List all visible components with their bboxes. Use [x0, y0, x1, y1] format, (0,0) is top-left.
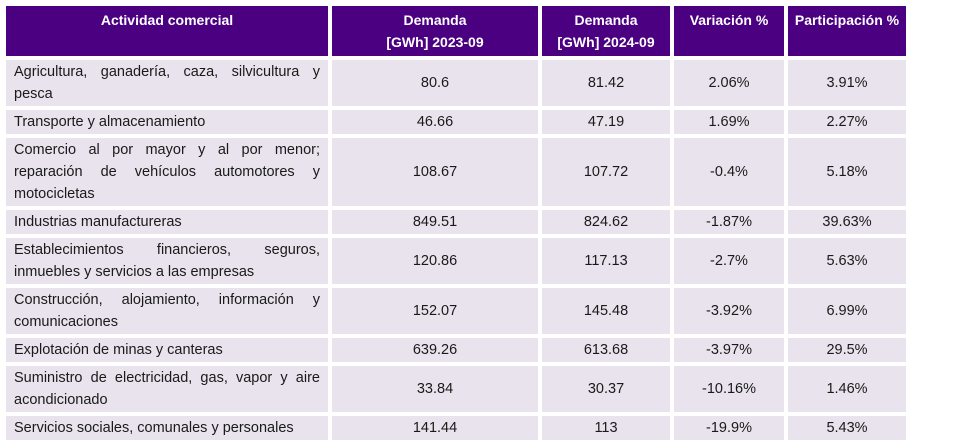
cell-demanda-2024: 47.19 [542, 110, 670, 134]
table-row: Establecimientos financieros, seguros, i… [6, 238, 906, 284]
cell-demanda-2023: 33.84 [332, 366, 538, 412]
cell-demanda-2023: 46.66 [332, 110, 538, 134]
cell-demanda-2024: 613.68 [542, 338, 670, 362]
table-row: Agricultura, ganadería, caza, silvicultu… [6, 60, 906, 106]
cell-participacion: 29.5% [788, 338, 906, 362]
header-variacion-line1: Variación % [689, 12, 769, 28]
cell-demanda-2023: 152.07 [332, 288, 538, 334]
cell-participacion: 3.91% [788, 60, 906, 106]
cell-demanda-2024: 117.13 [542, 238, 670, 284]
cell-actividad: Agricultura, ganadería, caza, silvicultu… [6, 60, 328, 106]
cell-variacion: -3.97% [674, 338, 784, 362]
header-demanda-2024-line1: Demanda [574, 12, 638, 28]
cell-demanda-2024: 81.42 [542, 60, 670, 106]
cell-demanda-2023: 80.6 [332, 60, 538, 106]
cell-actividad: Comercio al por mayor y al por menor; re… [6, 138, 328, 206]
cell-actividad: Construcción, alojamiento, información y… [6, 288, 328, 334]
header-actividad-line1: Actividad comercial [100, 12, 234, 28]
cell-demanda-2024: 145.48 [542, 288, 670, 334]
header-demanda-2024-line2: [GWh] 2024-09 [557, 34, 655, 50]
header-participacion: Participación % [788, 6, 906, 56]
cell-demanda-2023: 120.86 [332, 238, 538, 284]
cell-demanda-2024: 824.62 [542, 210, 670, 234]
table-row: Construcción, alojamiento, información y… [6, 288, 906, 334]
cell-participacion: 1.46% [788, 366, 906, 412]
cell-actividad: Explotación de minas y canteras [6, 338, 328, 362]
cell-variacion: 1.69% [674, 110, 784, 134]
cell-participacion: 5.18% [788, 138, 906, 206]
header-demanda-2024: Demanda [GWh] 2024-09 [542, 6, 670, 56]
table-row: Industrias manufactureras 849.51 824.62 … [6, 210, 906, 234]
demand-table: Actividad comercial Demanda [GWh] 2023-09… [2, 2, 910, 444]
cell-participacion: 39.63% [788, 210, 906, 234]
cell-demanda-2023: 849.51 [332, 210, 538, 234]
cell-variacion: 2.06% [674, 60, 784, 106]
header-demanda-2023-line2: [GWh] 2023-09 [386, 34, 484, 50]
cell-variacion: -2.7% [674, 238, 784, 284]
cell-participacion: 5.63% [788, 238, 906, 284]
cell-demanda-2023: 108.67 [332, 138, 538, 206]
table-header: Actividad comercial Demanda [GWh] 2023-09… [6, 6, 906, 56]
header-demanda-2023-line1: Demanda [403, 12, 467, 28]
header-demanda-2023: Demanda [GWh] 2023-09 [332, 6, 538, 56]
header-row: Actividad comercial Demanda [GWh] 2023-09… [6, 6, 906, 56]
table-row: Transporte y almacenamiento 46.66 47.19 … [6, 110, 906, 134]
cell-participacion: 2.27% [788, 110, 906, 134]
cell-variacion: -0.4% [674, 138, 784, 206]
table-body: Agricultura, ganadería, caza, silvicultu… [6, 60, 906, 440]
cell-actividad: Suministro de electricidad, gas, vapor y… [6, 366, 328, 412]
cell-demanda-2023: 639.26 [332, 338, 538, 362]
table-row: Suministro de electricidad, gas, vapor y… [6, 366, 906, 412]
table-row: Comercio al por mayor y al por menor; re… [6, 138, 906, 206]
cell-variacion: -10.16% [674, 366, 784, 412]
table-row: Explotación de minas y canteras 639.26 6… [6, 338, 906, 362]
cell-participacion: 6.99% [788, 288, 906, 334]
header-actividad: Actividad comercial [6, 6, 328, 56]
header-participacion-line1: Participación % [794, 12, 900, 28]
cell-actividad: Establecimientos financieros, seguros, i… [6, 238, 328, 284]
cell-demanda-2024: 107.72 [542, 138, 670, 206]
cell-actividad: Transporte y almacenamiento [6, 110, 328, 134]
cell-demanda-2024: 30.37 [542, 366, 670, 412]
cell-variacion: -1.87% [674, 210, 784, 234]
cell-actividad: Industrias manufactureras [6, 210, 328, 234]
cell-variacion: -3.92% [674, 288, 784, 334]
header-variacion: Variación % [674, 6, 784, 56]
